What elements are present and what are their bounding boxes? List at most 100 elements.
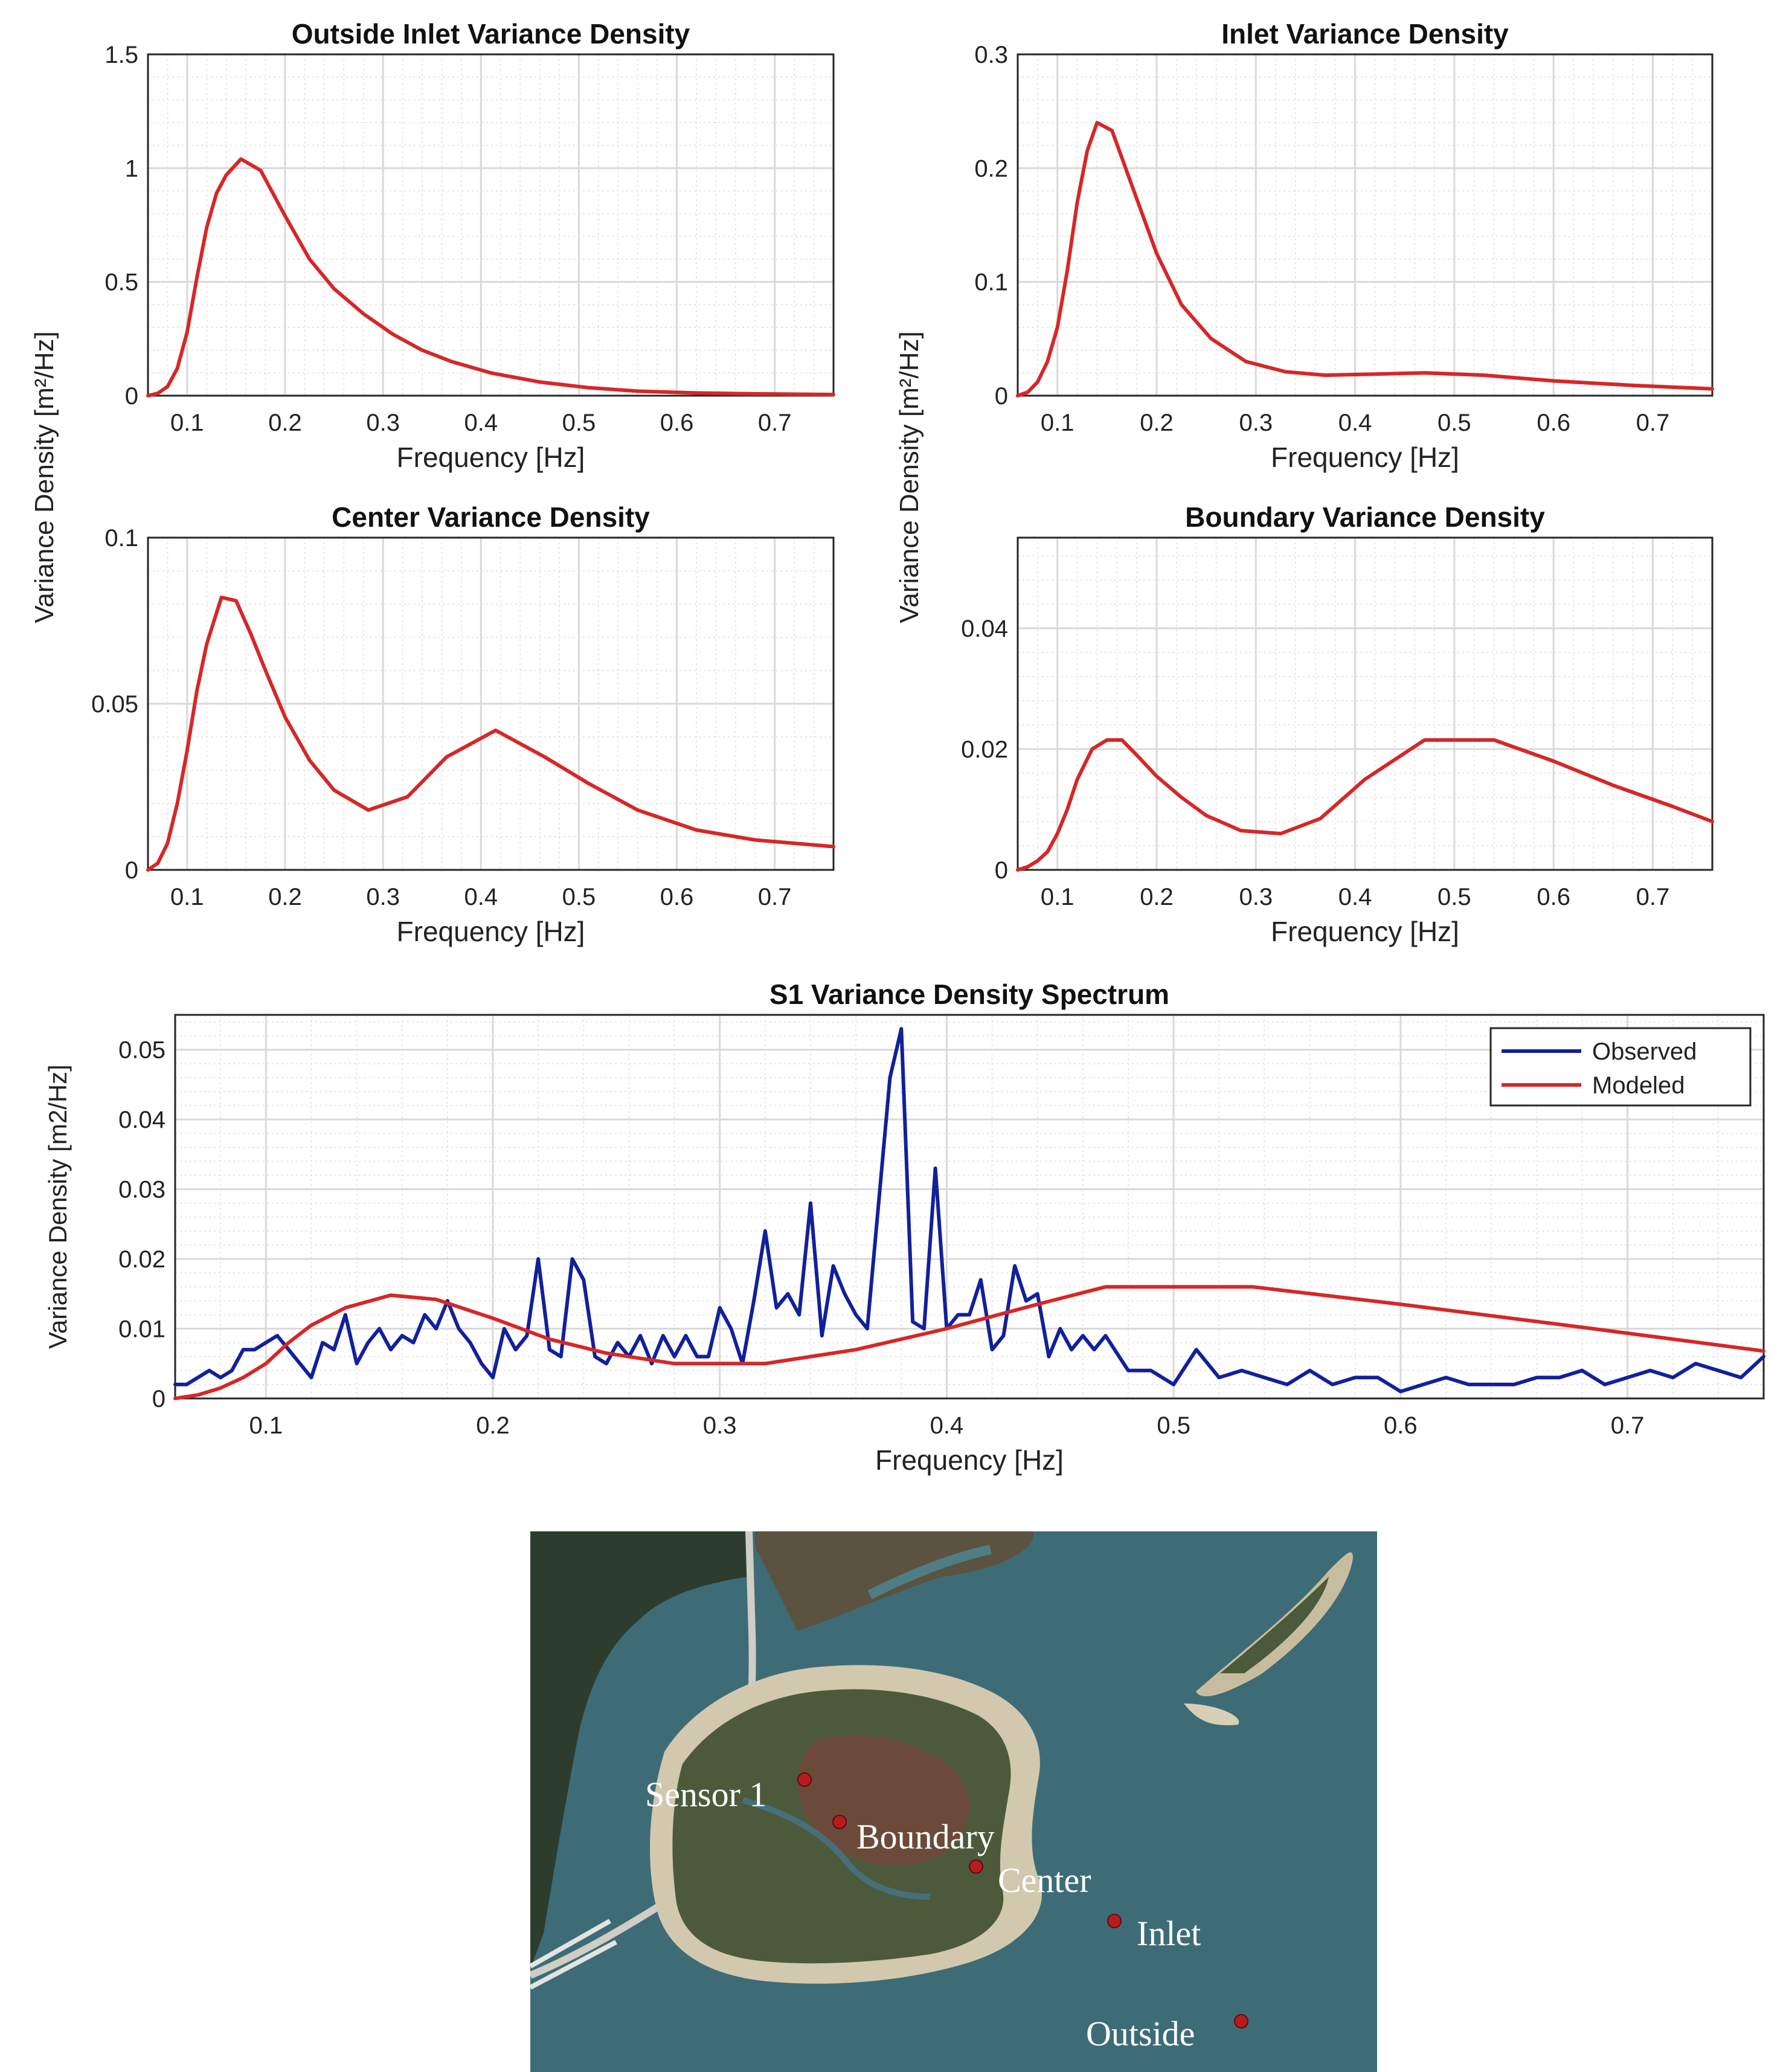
x-tick-label: 0.7 xyxy=(1611,1412,1645,1439)
series-line-modeled xyxy=(146,157,835,397)
map-inner-creek xyxy=(742,1797,931,1900)
x-tick-label: 0.3 xyxy=(1239,884,1273,910)
shared-ylabel-right: Variance Density [m²/Hz] xyxy=(895,331,924,623)
x-tick-label: 0.2 xyxy=(268,410,302,436)
x-tick-label: 0.4 xyxy=(464,884,498,910)
shared-ylabel-left: Variance Density [m²/Hz] xyxy=(30,331,59,623)
x-tick-label: 0.6 xyxy=(1537,410,1570,436)
x-tick-label: 0.6 xyxy=(1537,884,1570,910)
x-tick-label: 0.2 xyxy=(268,884,302,910)
y-tick-label: 0.05 xyxy=(91,691,138,718)
sensor-marker xyxy=(1107,1914,1122,1928)
y-tick-label: 0.03 xyxy=(118,1177,165,1203)
chart-s1-spectrum: 0.1 0.2 0.3 0.4 0.5 0.6 0.7 0 0.01 0.02 0.03 0.04 0.… xyxy=(43,979,1765,1476)
map-label: Outside xyxy=(1086,2014,1195,2053)
y-tick-label: 0.01 xyxy=(118,1316,165,1343)
site-map xyxy=(530,1531,1377,2072)
y-tick-label: 0.2 xyxy=(974,155,1008,182)
map-label: Center xyxy=(998,1861,1091,1900)
map-label: Sensor 1 xyxy=(645,1775,766,1814)
legend-label-observed: Observed xyxy=(1592,1038,1697,1065)
series-line-modeled xyxy=(1016,738,1714,872)
grid xyxy=(147,53,834,397)
y-axis-label: Variance Density [m2/Hz] xyxy=(43,1064,72,1349)
map-barrier-island xyxy=(1196,1552,1353,1697)
map-label: Boundary xyxy=(856,1817,995,1856)
y-tick-label: 0.3 xyxy=(974,42,1008,68)
map-label: Inlet xyxy=(1137,1914,1201,1953)
map-coast-north xyxy=(530,1531,753,1969)
y-tick-label: 0.5 xyxy=(104,269,138,296)
sensor-marker xyxy=(832,1815,847,1829)
y-tick-label: 0 xyxy=(152,1386,165,1412)
y-tick-label: 0 xyxy=(125,857,138,884)
series-line-modeled xyxy=(1016,121,1714,397)
grid xyxy=(1017,53,1712,397)
x-tick-label: 0.3 xyxy=(1239,410,1273,436)
x-tick-label: 0.3 xyxy=(703,1412,737,1439)
x-tick-label: 0.5 xyxy=(1437,884,1471,910)
x-tick-label: 0.4 xyxy=(1338,410,1372,436)
x-tick-label: 0.1 xyxy=(170,884,204,910)
y-tick-label: 0 xyxy=(995,857,1008,884)
y-tick-label: 1 xyxy=(125,155,138,182)
x-axis-label: Frequency [Hz] xyxy=(397,916,585,947)
series-line-observed xyxy=(173,1027,1765,1394)
series-line-modeled xyxy=(146,596,835,872)
x-tick-label: 0.5 xyxy=(562,884,596,910)
map-marsh-red xyxy=(798,1735,969,1865)
sensor-marker xyxy=(1234,2014,1248,2029)
x-tick-label: 0.2 xyxy=(1140,884,1174,910)
legend: Observed Modeled xyxy=(1489,1027,1752,1107)
x-tick-label: 0.4 xyxy=(1338,884,1372,910)
map-channel-north xyxy=(867,1545,992,1600)
plot-area xyxy=(1018,54,1712,396)
chart-center: 0.1 0.2 0.3 0.4 0.5 0.6 0.7 0 0.05 0.1 Center Vari… xyxy=(91,501,835,947)
x-tick-label: 0.3 xyxy=(366,410,400,436)
chart-inlet: 0.1 0.2 0.3 0.4 0.5 0.6 0.7 0 0.1 0.2 0.3 Inlet Var… xyxy=(974,18,1714,473)
y-tick-label: 0.1 xyxy=(104,525,138,552)
axes-box xyxy=(147,53,835,397)
y-tick-label: 0.02 xyxy=(118,1246,165,1273)
chart-title: Outside Inlet Variance Density xyxy=(292,18,690,50)
y-tick-label: 0 xyxy=(125,383,138,410)
chart-title: Boundary Variance Density xyxy=(1185,501,1545,533)
axes-box xyxy=(174,1014,1765,1400)
x-tick-label: 0.1 xyxy=(249,1412,283,1439)
chart-boundary: 0.1 0.2 0.3 0.4 0.5 0.6 0.7 0 0.02 0.04 Boundary V… xyxy=(961,501,1714,947)
axes-box xyxy=(1017,53,1714,397)
y-tick-label: 0.04 xyxy=(118,1107,165,1133)
x-tick-label: 0.7 xyxy=(758,884,792,910)
x-tick-label: 0.1 xyxy=(1041,410,1074,436)
x-axis-label: Frequency [Hz] xyxy=(1271,442,1459,473)
chart-title: S1 Variance Density Spectrum xyxy=(769,979,1169,1010)
plot-area xyxy=(1018,538,1712,870)
x-axis-label: Frequency [Hz] xyxy=(1271,916,1459,947)
x-tick-label: 0.7 xyxy=(758,410,792,436)
chart-outside-inlet: 0.1 0.2 0.3 0.4 0.5 0.6 0.7 0 0.5 1 1.5 Outside Inl… xyxy=(104,18,835,473)
x-tick-label: 0.2 xyxy=(1140,410,1174,436)
y-tick-label: 0 xyxy=(995,383,1008,410)
y-tick-label: 0.1 xyxy=(974,269,1008,296)
x-tick-label: 0.6 xyxy=(660,410,694,436)
x-tick-label: 0.5 xyxy=(562,410,596,436)
x-tick-label: 0.7 xyxy=(1636,884,1670,910)
x-tick-label: 0.6 xyxy=(1384,1412,1418,1439)
y-tick-label: 0.05 xyxy=(118,1037,165,1064)
x-tick-label: 0.1 xyxy=(1041,884,1074,910)
sensor-marker xyxy=(969,1859,983,1874)
x-axis-label: Frequency [Hz] xyxy=(875,1444,1064,1476)
axes-box xyxy=(147,536,835,871)
x-tick-label: 0.3 xyxy=(366,884,400,910)
map-bridge xyxy=(530,1919,617,1990)
x-tick-label: 0.5 xyxy=(1157,1412,1190,1439)
y-tick-label: 0.04 xyxy=(961,616,1008,642)
legend-box xyxy=(1489,1027,1752,1107)
x-tick-label: 0.2 xyxy=(476,1412,510,1439)
y-tick-label: 1.5 xyxy=(104,42,138,68)
chart-title: Center Variance Density xyxy=(332,501,650,533)
legend-label-modeled: Modeled xyxy=(1592,1072,1685,1099)
axes-box xyxy=(1017,536,1714,871)
